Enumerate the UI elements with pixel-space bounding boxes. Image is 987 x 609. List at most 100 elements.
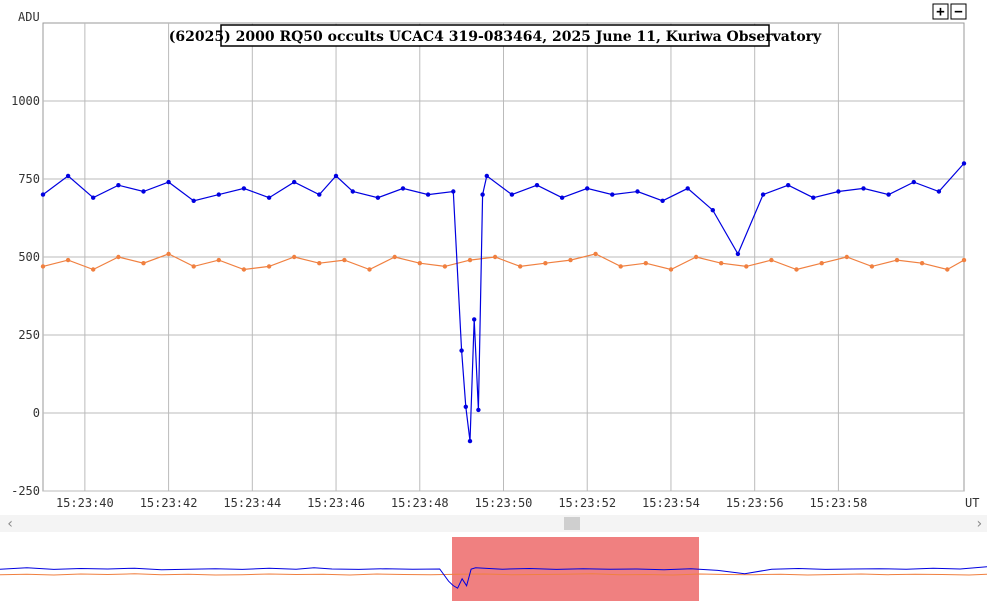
data-point [350, 189, 355, 194]
x-tick-label: 15:23:54 [642, 496, 700, 510]
grid-lines [43, 23, 964, 492]
x-tick-labels: 15:23:40 15:23:42 15:23:44 15:23:46 15:23:48… [56, 496, 867, 510]
data-point [961, 257, 967, 263]
data-point [735, 251, 741, 257]
data-point [451, 189, 456, 194]
data-point [375, 195, 381, 200]
data-point [643, 261, 648, 266]
overview-navigator[interactable] [0, 535, 987, 605]
data-point [191, 264, 196, 269]
data-point [442, 264, 448, 269]
data-point [786, 183, 791, 188]
data-point [794, 267, 799, 272]
data-point [65, 257, 71, 263]
zoom-in-icon: + [936, 4, 944, 20]
data-point [635, 189, 640, 194]
y-tick-label: 1000 [11, 94, 40, 108]
series-1 [40, 251, 967, 272]
data-point [509, 192, 515, 197]
data-point [241, 186, 247, 191]
data-point [919, 261, 925, 266]
y-tick-label: 500 [18, 250, 40, 264]
title-box [220, 24, 770, 47]
scroll-left-arrow[interactable]: ‹ [6, 516, 14, 532]
data-point [191, 198, 196, 203]
x-tick-label: 15:23:58 [810, 496, 868, 510]
data-point [869, 264, 875, 269]
data-point [367, 267, 372, 272]
data-point [719, 261, 724, 266]
data-point [65, 173, 71, 179]
data-point [836, 189, 841, 194]
y-tick-label: 250 [18, 328, 40, 342]
data-point [317, 261, 322, 266]
data-point [568, 257, 573, 263]
y-tick-label: 750 [18, 172, 40, 186]
data-point [467, 257, 473, 263]
overview-series-line [0, 566, 987, 589]
y-tick-labels: -250 0 250 500 750 1000 [11, 94, 40, 498]
data-point [760, 192, 766, 197]
x-tick-label: 15:23:44 [223, 496, 281, 510]
chart-title: (62025) 2000 RQ50 occults UCAC4 319-0834… [169, 29, 822, 45]
data-point [141, 189, 146, 194]
scroll-right-arrow[interactable]: › [975, 516, 983, 532]
data-point [543, 261, 548, 266]
data-point [292, 179, 297, 185]
data-point [559, 195, 565, 200]
x-tick-label: 15:23:48 [391, 496, 449, 510]
data-point [392, 254, 397, 260]
series-line [42, 253, 965, 271]
data-point [484, 173, 489, 179]
y-tick-label: 0 [33, 406, 40, 420]
data-point [480, 192, 485, 197]
data-point [417, 261, 422, 266]
scrollbar-track[interactable] [0, 515, 987, 532]
data-point [618, 264, 623, 269]
x-tick-label: 15:23:46 [307, 496, 365, 510]
data-point [292, 254, 297, 260]
data-point [333, 173, 339, 179]
overview-series [0, 566, 987, 589]
data-point [463, 404, 468, 409]
x-axis-label: UT [965, 496, 979, 510]
data-point [660, 198, 665, 203]
zoom-out-button[interactable]: − [950, 3, 967, 20]
x-tick-label: 15:23:52 [558, 496, 616, 510]
data-point [472, 317, 477, 322]
data-point [266, 195, 272, 200]
series-layer [40, 161, 967, 444]
data-point [769, 257, 774, 263]
scroll-thumb[interactable] [564, 517, 580, 530]
y-axis-label: ADU [18, 10, 40, 24]
y-tick-label: -250 [11, 484, 40, 498]
zoom-in-button[interactable]: + [932, 3, 949, 20]
data-point [534, 183, 540, 188]
data-point [91, 267, 96, 272]
data-point [467, 438, 473, 444]
data-point [945, 267, 950, 272]
data-point [961, 161, 967, 166]
data-point [216, 192, 221, 197]
data-point [936, 189, 942, 194]
data-point [693, 254, 699, 260]
data-point [425, 192, 431, 197]
data-point [861, 186, 866, 191]
data-point [593, 251, 598, 257]
data-point [844, 254, 849, 260]
data-point [518, 264, 523, 269]
data-point [476, 407, 481, 413]
data-point [492, 254, 498, 260]
series-0 [40, 161, 967, 444]
overview-series-line [0, 573, 987, 576]
data-point [744, 264, 749, 269]
data-point [317, 192, 322, 197]
data-point [911, 179, 916, 185]
data-point [685, 186, 690, 191]
data-point [166, 179, 171, 185]
data-point [819, 261, 824, 266]
data-point [668, 267, 674, 272]
zoom-out-icon: − [954, 4, 962, 20]
x-tick-label: 15:23:50 [475, 496, 533, 510]
